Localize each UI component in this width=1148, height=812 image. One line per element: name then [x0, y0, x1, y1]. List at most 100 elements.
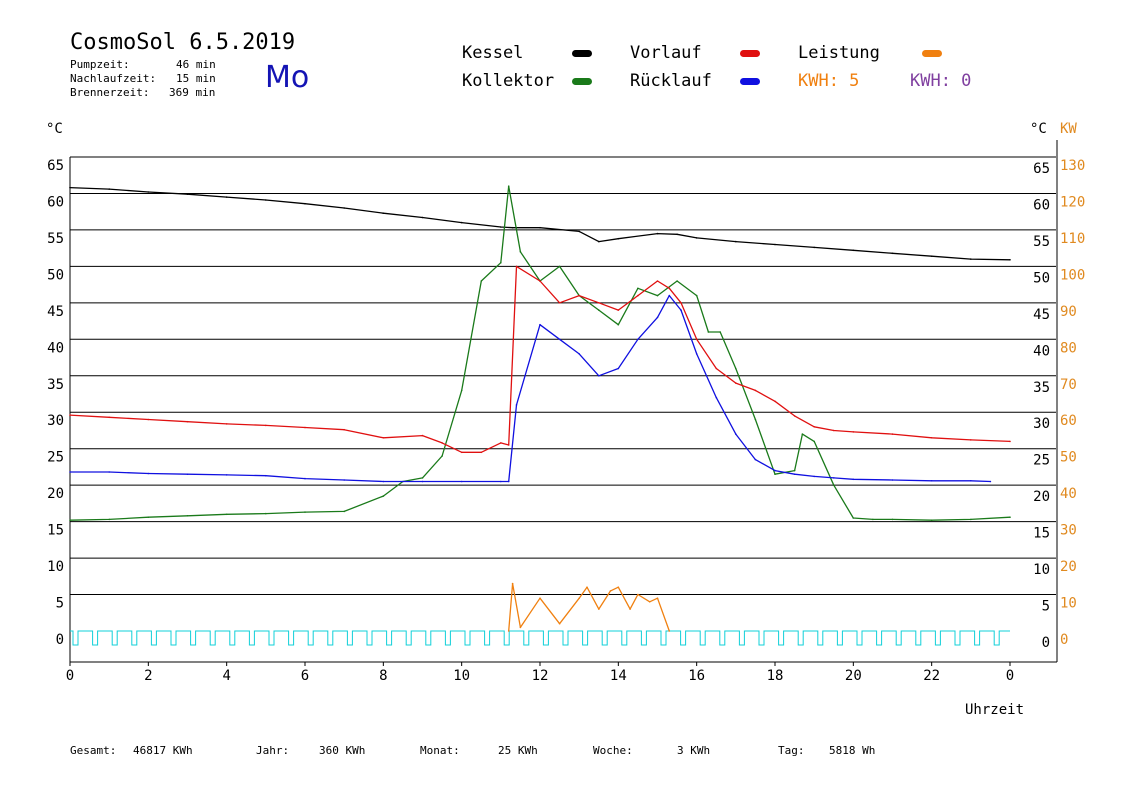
y2-tick-90: 90	[1060, 304, 1077, 320]
series-2-point-33	[852, 431, 855, 433]
series-1-point-26	[707, 331, 710, 333]
series-1-point-29	[754, 418, 757, 421]
footer-gesamt-value: 46817 KWh	[133, 744, 193, 757]
series-1-point-23	[656, 294, 659, 297]
series-2-point-29	[774, 400, 776, 403]
series-0-point-21	[774, 243, 776, 246]
y-tick-left-25: 25	[47, 450, 64, 466]
series-3-point-19	[637, 338, 639, 341]
y-tick-left-45: 45	[47, 304, 64, 320]
x-tick-5: 10	[453, 668, 470, 684]
series-2-point-9	[421, 434, 424, 437]
series-0-point-15	[598, 240, 600, 243]
series-line-3	[70, 294, 991, 483]
series-2-point-20	[617, 309, 620, 311]
y-tick-left-40: 40	[47, 340, 64, 356]
series-2-point-0	[69, 414, 71, 416]
series-line-2	[69, 265, 1011, 453]
series-4-point-4	[558, 622, 561, 625]
series-2-point-31	[813, 426, 815, 428]
y-tick-left-15: 15	[47, 523, 64, 539]
series-1-point-27	[719, 331, 721, 333]
series-2-point-5	[265, 424, 267, 427]
series-1-point-12	[460, 389, 463, 392]
series-3-point-15	[558, 338, 561, 341]
pump-cycle-line	[70, 630, 1010, 646]
series-2-point-18	[578, 294, 580, 297]
series-0-point-19	[695, 237, 698, 239]
series-1-point-31	[793, 469, 796, 472]
series-2-point-22	[656, 280, 659, 282]
x-tick-6: 12	[532, 668, 549, 684]
chart-title: CosmoSol 6.5.2019	[70, 30, 296, 55]
x-tick-10: 20	[845, 668, 862, 684]
y2-tick-0: 0	[1060, 632, 1068, 648]
series-2-point-17	[558, 302, 561, 304]
series-0-point-27	[1009, 259, 1011, 261]
series-2-point-16	[539, 280, 541, 282]
series-2-point-28	[754, 389, 757, 392]
y2-tick-110: 110	[1060, 231, 1085, 247]
series-1-point-25	[695, 294, 698, 297]
right-axis-unit-kw: KW	[1060, 121, 1077, 137]
y2-tick-30: 30	[1060, 523, 1077, 539]
series-3-point-22	[680, 309, 682, 311]
series-1-point-21	[617, 323, 620, 326]
series-0-point-4	[225, 196, 228, 198]
series-line-1	[69, 185, 1011, 521]
series-3-point-12	[507, 480, 510, 483]
y-tick-right-65: 65	[1033, 161, 1050, 177]
series-2-point-6	[304, 426, 306, 429]
series-4-point-7	[598, 608, 600, 610]
series-0-point-14	[578, 230, 580, 233]
series-3-point-11	[500, 480, 502, 483]
y-tick-right-5: 5	[1042, 599, 1050, 615]
series-3-point-16	[578, 353, 580, 355]
series-1-point-10	[421, 477, 424, 479]
series-3-point-4	[225, 474, 228, 476]
series-0-point-3	[186, 193, 189, 195]
series-1-point-39	[970, 518, 972, 521]
pump-indicator	[70, 630, 1010, 646]
tick-labels: 0510152025303540455055606505101520253035…	[47, 158, 1085, 684]
series-1-point-16	[519, 251, 522, 253]
y-tick-right-25: 25	[1033, 453, 1050, 469]
series-1-point-4	[225, 513, 228, 516]
stat-value-nachlaufzeit: 15 min	[176, 72, 216, 85]
series-4-point-10	[629, 608, 631, 610]
series-3-point-21	[668, 294, 671, 297]
series-0-point-6	[304, 202, 306, 205]
series-2-point-21	[637, 294, 639, 297]
series-1-point-6	[304, 511, 306, 513]
series-0-point-12	[511, 226, 514, 229]
series-1-point-0	[69, 519, 71, 521]
series-3-point-2	[147, 472, 150, 475]
right-axis-unit: °C	[1030, 121, 1047, 137]
series-1-point-20	[598, 309, 600, 311]
series-line-0	[69, 186, 1011, 261]
series-1-point-38	[930, 519, 933, 521]
series-2-point-1	[108, 416, 110, 419]
x-tick-9: 18	[767, 668, 784, 684]
series-0-point-9	[421, 216, 424, 219]
footer-monat-value: 25 KWh	[498, 744, 538, 757]
series-2-point-35	[930, 437, 933, 439]
series-2-point-32	[833, 429, 835, 432]
series-1-point-15	[507, 185, 510, 187]
series-1-point-35	[852, 517, 855, 519]
series-2-point-11	[460, 451, 463, 454]
x-tick-11: 22	[923, 668, 940, 684]
series-1-point-2	[147, 516, 150, 518]
series-0-point-20	[735, 240, 737, 243]
series-0-point-0	[69, 186, 71, 189]
series-4-point-8	[609, 590, 612, 592]
legend-ruecklauf-swatch	[740, 78, 760, 85]
x-tick-4: 8	[379, 668, 387, 684]
y2-tick-70: 70	[1060, 377, 1077, 393]
y2-tick-40: 40	[1060, 486, 1077, 502]
series-3-point-29	[813, 475, 815, 478]
series-3-point-34	[970, 480, 972, 482]
series-2-point-13	[500, 442, 502, 444]
y2-tick-20: 20	[1060, 559, 1077, 575]
